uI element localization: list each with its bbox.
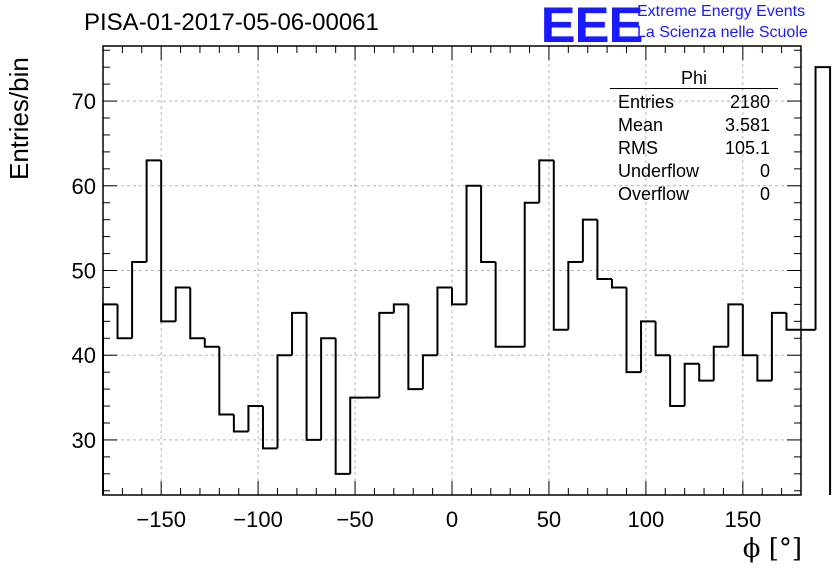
histogram-bin: [465, 184, 482, 305]
stats-label: Underflow: [618, 161, 700, 181]
x-tick-label: 100: [628, 507, 665, 532]
stats-row-mean: Mean 3.581: [610, 114, 778, 137]
histogram-bin: [494, 262, 511, 348]
histogram-bin: [407, 304, 423, 391]
histogram-bin: [334, 338, 351, 475]
histogram-bins: [102, 66, 832, 495]
histogram-bin: [683, 362, 700, 407]
stats-label: Overflow: [618, 184, 690, 204]
stats-value: 3.581: [724, 115, 770, 135]
histogram-bin: [436, 286, 452, 356]
histogram-bin: [567, 261, 583, 330]
x-tick-label: −50: [336, 507, 373, 532]
y-tick-label: 40: [72, 343, 96, 368]
histogram-bin: [378, 311, 394, 398]
histogram-bin: [421, 354, 438, 390]
y-tick-label: 70: [72, 89, 96, 114]
histogram-bin: [247, 405, 263, 432]
histogram-bin: [770, 311, 787, 381]
histogram-bin: [538, 159, 554, 203]
histogram-bin: [654, 321, 671, 357]
stats-title: Phi: [610, 68, 778, 89]
histogram-bin: [712, 345, 729, 381]
stats-value: 2180: [729, 92, 770, 112]
histogram-bin: [218, 346, 234, 416]
histogram-bin: [785, 312, 801, 331]
logo-subtitle-line1: Extreme Energy Events: [637, 3, 806, 20]
x-tick-label: −100: [233, 507, 283, 532]
histogram-bin: [174, 286, 191, 322]
y-tick-label: 50: [72, 259, 96, 284]
histogram-bin: [581, 218, 598, 263]
histogram-bin: [145, 159, 162, 263]
histogram-bin: [232, 414, 249, 433]
histogram-bin: [349, 396, 365, 474]
histogram-bin: [610, 278, 627, 289]
histogram-bin: [131, 261, 147, 339]
histogram-bin: [625, 287, 642, 374]
histogram-bin: [741, 304, 758, 357]
histogram-bin: [596, 219, 612, 280]
stats-label: RMS: [618, 138, 658, 158]
histogram-bin: [203, 338, 220, 348]
tick-labels: −150 −100 −50 0 50 100 150 30 40 50 60 70: [72, 89, 762, 532]
y-axis-label: Entries/bin: [4, 57, 34, 180]
histogram-bin: [320, 337, 336, 440]
x-axis-label: ϕ [°]: [742, 534, 802, 564]
x-tick-label: 50: [537, 507, 561, 532]
stats-value: 105.1: [724, 138, 770, 158]
stats-box: Phi Entries 2180 Mean 3.581 RMS 105.1 Un…: [610, 68, 778, 206]
histogram-bin: [102, 303, 118, 495]
histogram-bin: [552, 160, 569, 331]
histogram-bin: [261, 406, 278, 450]
run-title: PISA-01-2017-05-06-00061: [84, 9, 379, 36]
y-tick-label: 60: [72, 174, 96, 199]
stats-row-rms: RMS 105.1: [610, 137, 778, 160]
stats-row-entries: Entries 2180: [610, 91, 778, 114]
histogram-bin: [160, 160, 176, 323]
histogram-bin: [756, 355, 772, 382]
histogram-bin: [276, 354, 293, 449]
histogram-bin: [451, 287, 467, 306]
stats-row-underflow: Underflow 0: [610, 160, 778, 183]
histogram-bin: [640, 320, 656, 373]
stats-label: Mean: [618, 115, 664, 135]
y-tick-label: 30: [72, 428, 96, 453]
histogram-bin: [116, 304, 133, 340]
histogram-bin: [291, 311, 307, 356]
stats-label: Entries: [618, 92, 675, 112]
histogram-bin: [727, 303, 743, 347]
histogram-bin: [698, 363, 714, 382]
histogram-bin: [480, 185, 496, 264]
x-tick-label: −150: [136, 507, 186, 532]
eee-logo: EEE: [540, 0, 644, 53]
stats-row-overflow: Overflow 0: [610, 183, 778, 206]
histogram-bin: [669, 355, 685, 408]
grid-lines: [103, 46, 801, 495]
histogram-bin: [305, 312, 322, 441]
histogram-bin: [189, 287, 205, 340]
histogram-bin: [814, 66, 832, 495]
histogram-bin: [392, 303, 409, 313]
histogram-bin: [523, 201, 540, 347]
x-tick-label: 0: [446, 507, 458, 532]
stats-value: 0: [759, 184, 770, 204]
x-tick-label: 150: [724, 507, 761, 532]
stats-value: 0: [759, 161, 770, 181]
logo-subtitle-line2: La Scienza nelle Scuole: [637, 24, 808, 41]
